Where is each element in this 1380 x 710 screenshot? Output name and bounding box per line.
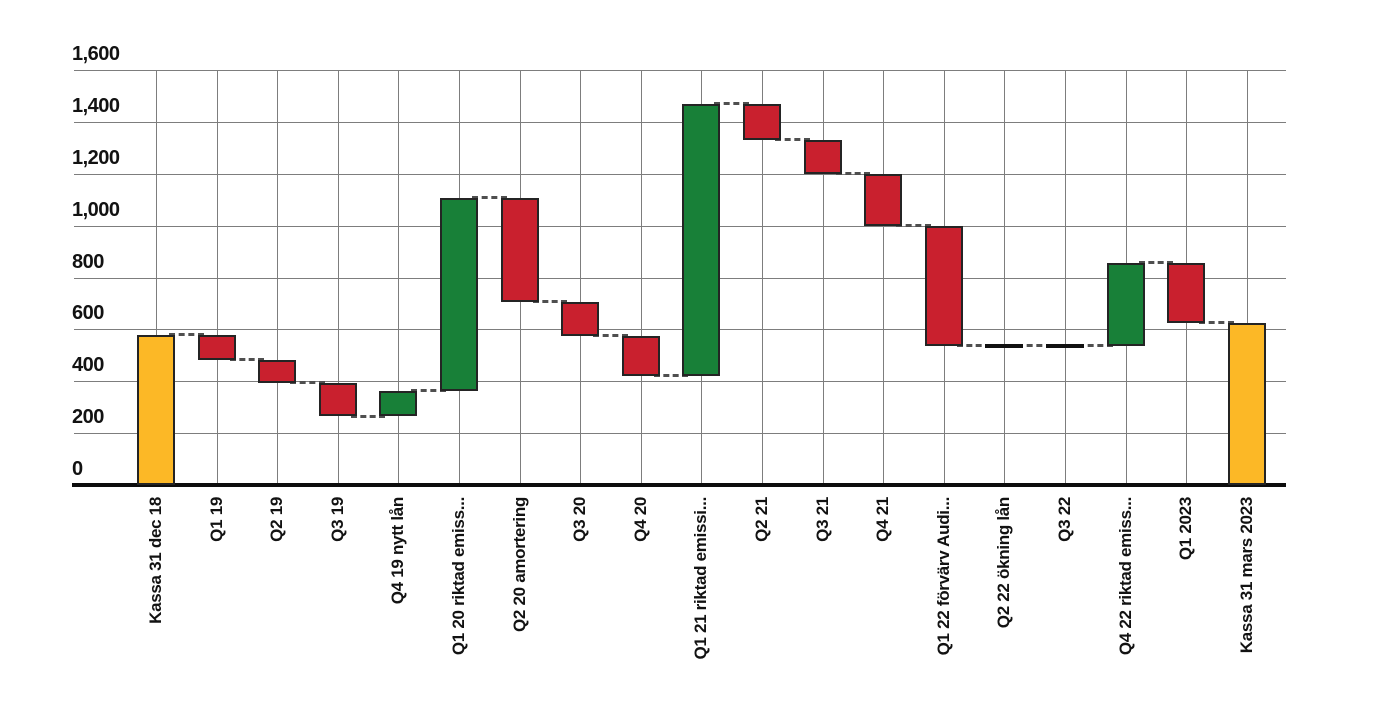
x-axis-category-label: Q4 21 [873,497,893,542]
gridline-horizontal [74,329,1286,331]
connector-line [472,196,507,200]
x-axis-category-label: Q3 19 [327,497,347,542]
waterfall-bar-increase [1106,263,1145,347]
waterfall-bar-increase [440,198,478,391]
gridline-horizontal [74,70,1286,71]
y-axis-tick-label: 0 [72,458,83,480]
gridline-vertical [337,70,339,485]
x-axis-category-label: Q2 21 [752,497,771,542]
connector-line [229,358,265,361]
waterfall-bar-decrease [1167,263,1206,323]
waterfall-bar-total [137,335,175,485]
x-axis-category-label: Q4 22 riktad emiss... [1115,497,1135,656]
x-axis-category-label: Q2 19 [267,497,287,542]
y-axis-tick-label: 600 [72,302,104,325]
waterfall-bar-decrease [561,302,600,337]
connector-line [290,380,325,384]
gridline-vertical [580,70,582,485]
x-axis-category-label: Q3 20 [570,497,590,542]
gridline-horizontal [74,225,1286,227]
x-axis-category-label: Kassa 31 dec 18 [146,497,165,624]
waterfall-bar-decrease [197,335,236,360]
y-axis-tick-label: 1,400 [72,94,120,117]
connector-line [1017,344,1052,348]
connector-line [775,138,810,141]
connector-line [1138,261,1174,265]
y-axis-tick-label: 800 [72,250,104,273]
waterfall-bar-increase [379,390,418,417]
x-axis-category-label: Q1 22 förvärv Audi... [933,497,953,656]
gridline-vertical [822,70,824,485]
waterfall-bar-flat [985,344,1024,349]
waterfall-bar-increase [682,103,721,376]
connector-line [653,374,689,378]
x-axis-category-label: Q1 2023 [1176,497,1196,561]
x-axis-category-label: Q4 19 nytt lån [388,497,408,605]
connector-line [169,333,204,337]
waterfall-bar-flat [1046,344,1084,349]
x-axis-category-label: Kassa 31 mars 2023 [1236,497,1256,654]
connector-line [1078,344,1113,348]
connector-line [593,334,628,338]
waterfall-bar-decrease [258,360,297,383]
x-axis-category-label: Q4 20 [630,497,650,542]
connector-line [1199,320,1234,324]
gridline-horizontal [74,121,1286,123]
y-axis-tick-label: 1,000 [72,198,120,221]
y-axis-tick-label: 200 [72,406,104,429]
connector-line [956,344,992,348]
gridline-horizontal [74,433,1286,435]
x-axis-category-label: Q1 20 riktad emiss... [449,497,468,656]
waterfall-bar-decrease [743,103,781,140]
gridline-vertical [398,70,400,485]
gridline-vertical [883,70,885,485]
x-axis-category-label: Q1 21 riktad emissi... [691,497,711,660]
gridline-vertical [762,70,763,485]
waterfall-bar-decrease [864,173,903,226]
x-axis-category-label: Q3 22 [1055,497,1074,542]
y-axis-tick-label: 1,600 [72,43,120,65]
x-axis-category-label: Q1 19 [206,497,226,542]
gridline-vertical [156,70,157,485]
connector-line [532,300,568,304]
connector-line [411,388,446,392]
waterfall-bar-decrease [803,140,842,174]
waterfall-bar-decrease [621,336,660,376]
waterfall-bar-decrease [500,198,539,303]
gridline-vertical [216,70,218,485]
gridline-vertical [1004,70,1006,485]
connector-line [896,223,931,227]
gridline-vertical [1065,70,1066,485]
y-axis-tick-label: 1,200 [72,146,120,169]
gridline-horizontal [74,381,1286,383]
waterfall-bar-total [1227,322,1266,485]
gridline-horizontal [74,277,1286,279]
connector-line [350,414,386,418]
waterfall-bar-decrease [924,225,963,347]
x-axis-category-label: Q2 20 amortering [509,497,529,633]
gridline-horizontal [74,173,1286,175]
x-axis-line [72,483,1286,487]
waterfall-bar-decrease [318,382,357,417]
gridline-vertical [1246,70,1248,485]
connector-line [835,171,871,175]
y-axis-tick-label: 400 [72,354,104,377]
x-axis-category-label: Q2 22 ökning lån [994,497,1014,629]
x-axis-category-label: Q3 21 [812,497,832,542]
connector-line [714,101,749,105]
gridline-vertical [277,70,279,485]
gridline-vertical [640,70,642,485]
